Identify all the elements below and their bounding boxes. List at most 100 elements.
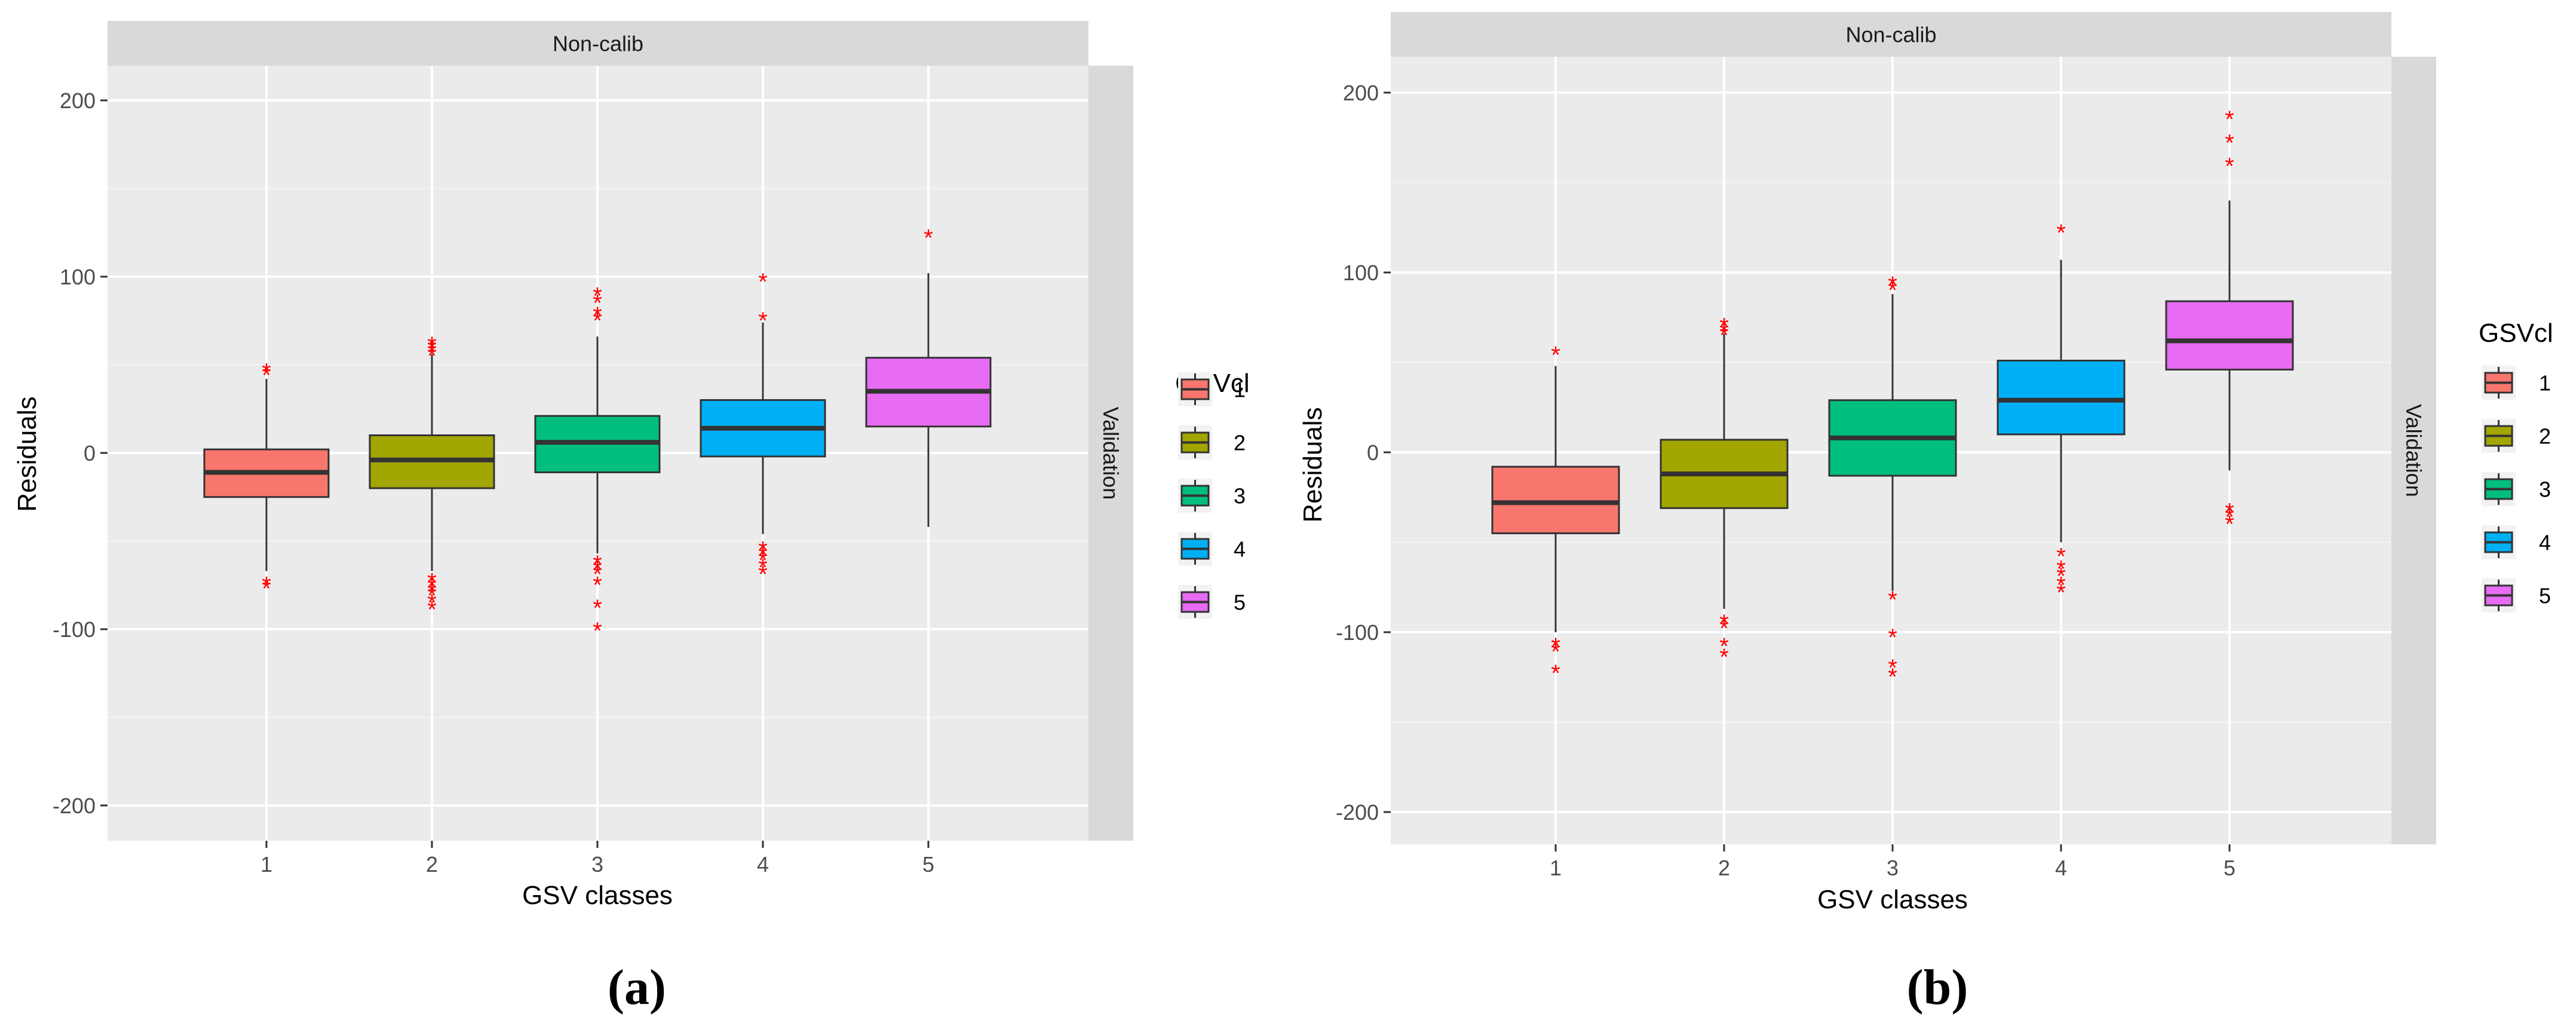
outlier-point: * — [427, 583, 437, 609]
outlier-point: * — [2056, 580, 2066, 606]
outlier-point: * — [2056, 572, 2066, 599]
outlier-point: * — [758, 555, 768, 581]
outlier-point: * — [2056, 544, 2066, 570]
x-tick-label: 3 — [591, 852, 603, 877]
outlier-point: * — [1719, 318, 1729, 345]
y-tick-label: 100 — [1343, 261, 1379, 285]
x-tick-label: 5 — [922, 852, 934, 877]
facet-strip-right — [1088, 66, 1133, 841]
outlier-point: * — [2056, 220, 2066, 246]
y-tick-label: -200 — [1336, 800, 1379, 825]
outlier-point: * — [2225, 504, 2234, 530]
facet-strip-right — [2391, 57, 2436, 844]
outlier-point: * — [2225, 511, 2234, 537]
outlier-point: * — [1551, 342, 1560, 368]
x-tick-label: 2 — [1718, 856, 1730, 880]
legend-entry-label: 1 — [1234, 378, 1246, 402]
legend-entry-label: 5 — [2539, 584, 2551, 608]
box-5: ****** — [2165, 106, 2294, 537]
legend-entry-label: 5 — [1234, 590, 1246, 615]
outlier-point: * — [593, 308, 602, 334]
box-iqr — [1997, 359, 2126, 436]
outlier-point: * — [758, 308, 768, 334]
legend-entry-label: 2 — [2539, 424, 2551, 449]
legend-entry-label: 4 — [2539, 531, 2551, 555]
legend-entry-label: 3 — [1234, 484, 1246, 509]
y-axis-title: Residuals — [13, 396, 42, 511]
outlier-point: * — [1888, 664, 1897, 690]
outlier-point: * — [2056, 563, 2066, 590]
outlier-point: * — [1719, 615, 1729, 642]
outlier-point: * — [427, 339, 437, 366]
facet-strip-right-label: Validation — [1099, 407, 1123, 500]
outlier-point: * — [2225, 498, 2234, 525]
outlier-point: * — [1888, 277, 1897, 304]
outlier-point: * — [1888, 655, 1897, 681]
outlier-point: * — [427, 574, 437, 600]
outlier-point: * — [2056, 556, 2066, 583]
outlier-point: * — [1719, 322, 1729, 348]
outlier-point: * — [924, 225, 933, 251]
outlier-point: * — [593, 562, 602, 588]
legend-entry-label: 2 — [1234, 431, 1246, 455]
outlier-point: * — [427, 343, 437, 369]
outlier-point: * — [593, 556, 602, 583]
facet-strip-top — [108, 21, 1088, 66]
boxplot-panel-a: -200 -100 0 100 200 1 2 3 4 5 Non-calib Validation *… — [13, 21, 1250, 1015]
x-tick-label: 2 — [426, 852, 438, 877]
outlier-point: * — [1551, 639, 1560, 665]
box-1: **** — [203, 359, 330, 602]
y-tick-label: 0 — [84, 441, 96, 465]
y-tick-label: 100 — [60, 265, 96, 289]
box-3: ********** — [534, 283, 661, 644]
outlier-point: * — [2225, 106, 2234, 133]
outlier-point: * — [758, 542, 768, 568]
outlier-point: * — [1719, 633, 1729, 660]
legend-entry-label: 1 — [2539, 371, 2551, 396]
outlier-point: * — [1888, 587, 1897, 613]
box-1: **** — [1491, 342, 1620, 687]
y-tick-label: 200 — [60, 88, 96, 113]
y-tick-label: -100 — [53, 617, 96, 642]
x-tick-label: 1 — [1550, 856, 1562, 880]
facet-strip-top-label: Non-calib — [553, 32, 643, 56]
box-5: * — [865, 225, 992, 527]
outlier-point: * — [593, 572, 602, 598]
outlier-point: * — [593, 551, 602, 577]
outlier-point: * — [262, 362, 271, 388]
outlier-point: * — [593, 595, 602, 621]
x-tick-label: 5 — [2224, 856, 2235, 880]
outlier-point: * — [427, 597, 437, 623]
outlier-point: * — [427, 332, 437, 359]
box-2: ********** — [369, 332, 495, 623]
box-4: ******* — [700, 269, 826, 588]
box-2: ******* — [1660, 313, 1789, 670]
x-axis-title: GSV classes — [522, 881, 673, 910]
outlier-point: * — [758, 537, 768, 563]
outlier-point: * — [1719, 313, 1729, 339]
y-tick-label: 0 — [1367, 440, 1379, 465]
y-tick-label: -100 — [1336, 620, 1379, 645]
outlier-point: * — [427, 590, 437, 616]
outlier-point: * — [758, 269, 768, 295]
panel-label: (a) — [608, 960, 666, 1015]
facet-strip-top-label: Non-calib — [1845, 23, 1936, 47]
outlier-point: * — [1888, 272, 1897, 298]
outlier-point: * — [593, 283, 602, 310]
boxplot-panel-b: -200 -100 0 100 200 1 2 3 4 5 Non-calib Validation *… — [1298, 12, 2553, 1015]
outlier-point: * — [262, 572, 271, 598]
x-tick-label: 3 — [1887, 856, 1899, 880]
y-axis-title: Residuals — [1298, 407, 1327, 522]
outlier-point: * — [427, 579, 437, 605]
box-iqr — [2165, 300, 2294, 371]
legend-entry-label: 3 — [2539, 477, 2551, 502]
outlier-point: * — [1719, 644, 1729, 670]
outlier-point: * — [262, 575, 271, 602]
outlier-point: * — [1719, 610, 1729, 636]
outlier-point: * — [758, 547, 768, 574]
box-3: ****** — [1828, 272, 1957, 690]
outlier-point: * — [427, 336, 437, 362]
